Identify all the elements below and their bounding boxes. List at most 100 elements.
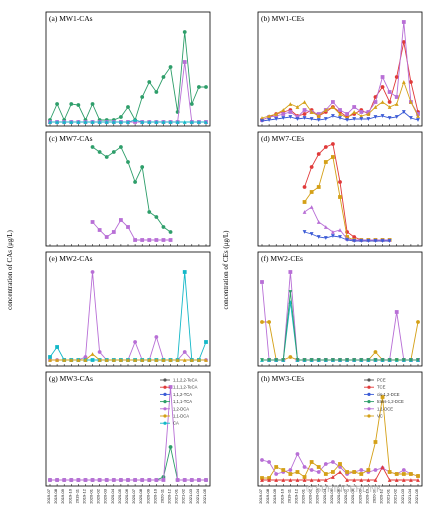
data-point	[147, 210, 152, 214]
data-point	[90, 270, 95, 274]
data-point	[111, 230, 116, 234]
legend-label: 1,1-DCA	[173, 414, 189, 419]
data-point	[345, 478, 349, 482]
data-point	[147, 238, 152, 242]
data-point	[394, 472, 399, 476]
data-point	[83, 358, 88, 362]
x-tick-label: 2019-07	[46, 488, 51, 503]
data-point	[154, 358, 159, 362]
data-point	[366, 117, 371, 121]
data-point	[359, 468, 364, 472]
data-point	[55, 345, 59, 349]
data-point	[97, 120, 102, 124]
data-point	[373, 350, 378, 354]
data-point	[281, 478, 286, 482]
data-point	[260, 358, 264, 362]
panel-title: (c) MW7-CAs	[49, 134, 93, 143]
data-point	[338, 108, 342, 112]
data-point	[366, 112, 371, 116]
data-point	[309, 165, 314, 169]
data-point	[161, 358, 166, 362]
data-point	[345, 470, 349, 474]
x-tick-label: 2020-12	[167, 488, 172, 503]
panel-title: (d) MW7-CEs	[261, 134, 304, 143]
legend-swatch-marker	[163, 400, 167, 404]
data-point	[316, 220, 321, 224]
data-point	[331, 470, 335, 474]
data-point	[309, 358, 314, 362]
ylabel-left: concentration of CAs (μg/L)	[6, 229, 14, 309]
data-point	[345, 358, 349, 362]
data-point	[154, 238, 159, 242]
data-point	[260, 476, 264, 480]
data-point	[168, 230, 173, 234]
data-point	[76, 358, 81, 362]
data-point	[274, 465, 279, 469]
data-point	[352, 478, 357, 482]
data-point	[69, 120, 74, 124]
data-point	[161, 75, 166, 79]
data-point	[387, 478, 392, 482]
data-point	[281, 112, 286, 116]
data-point	[288, 110, 293, 114]
data-point	[197, 85, 201, 89]
data-point	[302, 200, 307, 204]
data-point	[359, 358, 364, 362]
x-tick-label: 2020-01	[89, 488, 94, 503]
data-point	[295, 478, 300, 482]
data-point	[119, 218, 123, 222]
data-point	[373, 100, 378, 104]
data-point	[175, 358, 180, 362]
data-point	[331, 358, 335, 362]
data-point	[90, 145, 95, 149]
data-point	[48, 355, 52, 359]
data-point	[90, 478, 95, 482]
x-tick-label: 2020-04	[322, 488, 327, 503]
data-point	[316, 114, 321, 118]
data-point	[352, 117, 357, 121]
series-line	[50, 271, 206, 361]
data-point	[147, 358, 152, 362]
data-point	[302, 358, 307, 362]
data-point	[331, 142, 335, 146]
data-point	[373, 468, 378, 472]
data-point	[111, 120, 116, 124]
data-point	[401, 80, 406, 84]
series-line	[304, 156, 390, 241]
data-point	[281, 108, 286, 112]
data-point	[331, 105, 335, 109]
data-point	[323, 117, 328, 121]
data-point	[401, 358, 406, 362]
data-point	[295, 452, 300, 456]
panel-title: (e) MW2-CAs	[49, 254, 93, 263]
x-tick-label: 2020-06	[336, 488, 341, 503]
x-tick-label: 2019-08	[53, 488, 58, 503]
data-point	[97, 350, 102, 354]
x-tick-label: 2019-12	[81, 488, 86, 503]
data-point	[373, 478, 378, 482]
data-point	[189, 478, 194, 482]
data-point	[76, 103, 81, 107]
x-tick-label: 2021-01	[174, 488, 179, 503]
data-point	[126, 478, 130, 482]
series-line	[92, 146, 171, 233]
series-line	[304, 143, 390, 241]
data-point	[182, 350, 187, 354]
data-point	[302, 100, 307, 104]
data-point	[338, 180, 342, 184]
data-point	[373, 440, 378, 444]
x-tick-label: 2021-03	[400, 488, 405, 503]
data-point	[394, 75, 399, 79]
data-point	[394, 478, 399, 482]
data-point	[409, 80, 413, 84]
data-point	[48, 478, 52, 482]
data-point	[416, 320, 420, 324]
data-point	[204, 358, 208, 362]
data-point	[366, 468, 371, 472]
data-point	[323, 358, 328, 362]
series-line	[49, 271, 207, 361]
data-point	[387, 239, 392, 243]
data-point	[182, 270, 187, 274]
data-point	[316, 358, 321, 362]
